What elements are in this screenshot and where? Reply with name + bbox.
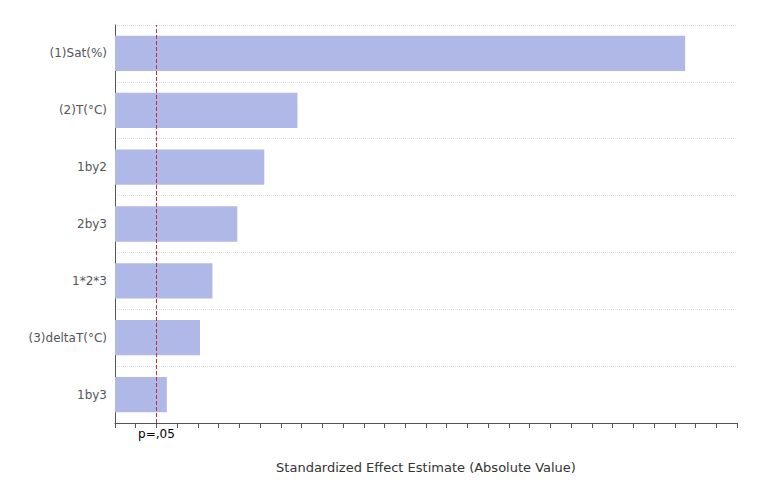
svg-text:Standardized Effect Estimate (: Standardized Effect Estimate (Absolute V…	[276, 460, 576, 475]
svg-text:(3)deltaT(°C): (3)deltaT(°C)	[29, 331, 107, 345]
svg-text:(2)T(°C): (2)T(°C)	[59, 103, 107, 117]
svg-text:1by3: 1by3	[77, 388, 107, 402]
svg-text:2by3: 2by3	[77, 217, 107, 231]
svg-text:(1)Sat(%): (1)Sat(%)	[50, 46, 107, 60]
svg-text:1by2: 1by2	[77, 160, 107, 174]
svg-text:1*2*3: 1*2*3	[72, 274, 107, 288]
svg-text:p=,05: p=,05	[138, 427, 175, 441]
